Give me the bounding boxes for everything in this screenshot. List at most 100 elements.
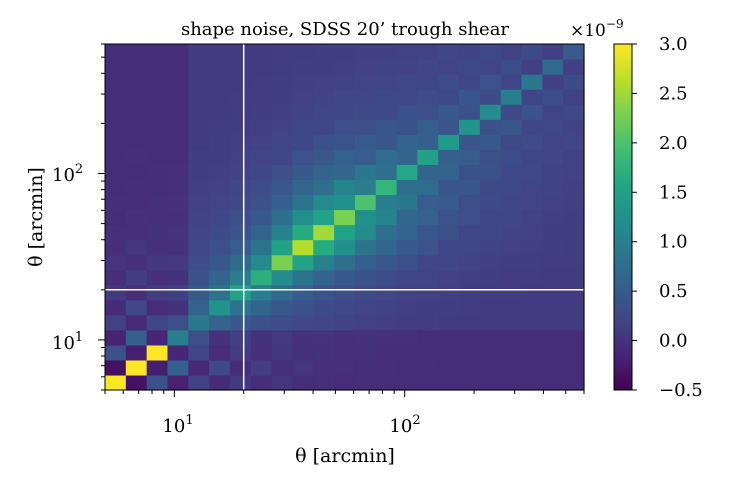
heatmap-cell [146,179,169,196]
heatmap-cell [417,44,439,60]
heatmap-cell [146,269,169,286]
heatmap-cell [396,344,418,361]
heatmap-cell [250,314,273,331]
heatmap-cell [438,344,460,361]
heatmap-cell [271,224,294,241]
heatmap-cell [167,149,189,165]
heatmap-cell [313,164,335,180]
heatmap-cell [479,179,502,196]
heatmap-cell [105,104,127,120]
heatmap-cell [292,149,314,165]
heatmap-cell [250,194,273,211]
heatmap-cell [417,104,439,120]
heatmap-cell [459,209,481,226]
heatmap-cell [396,284,418,301]
heatmap-cell [354,314,377,331]
heatmap-cell [334,119,356,135]
heatmap-cell [271,329,294,346]
heatmap-cell [521,374,543,391]
heatmap-cell [313,224,335,241]
heatmap-cell [167,119,189,135]
heatmap-cell [292,299,314,316]
heatmap-cell [229,239,252,256]
heatmap-cell [542,239,564,256]
heatmap-cell [479,74,502,90]
heatmap-cell [146,44,169,60]
heatmap-cell [563,314,585,331]
heatmap-cell [500,284,523,301]
heatmap-cell [563,104,585,120]
heatmap-cell [188,74,210,90]
heatmap-cell [209,224,231,241]
heatmap-cell [354,209,377,226]
heatmap-cell [563,74,585,90]
heatmap-cell [209,239,231,256]
heatmap-cell [313,329,335,346]
heatmap-cell [146,239,169,256]
heatmap-cell [459,284,481,301]
heatmap-cell [354,194,377,211]
heatmap-cell [313,149,335,165]
heatmap-cell [459,164,481,180]
heatmap-cell [459,194,481,211]
heatmap-cell [250,134,273,150]
heatmap-cell [250,104,273,120]
heatmap-cell [396,164,418,180]
heatmap-cell [354,149,377,165]
heatmap-cell [396,374,418,391]
heatmap-cell [105,254,127,271]
heatmap-cell [209,284,231,301]
heatmap-cell [354,89,377,105]
heatmap-cell [313,59,335,75]
heatmap-cell [354,104,377,120]
heatmap-cell [125,104,148,120]
heatmap-cell [459,269,481,286]
heatmap-cell [271,134,294,150]
heatmap-cell [542,134,564,150]
heatmap-cell [375,149,398,165]
heatmap-cell [521,74,543,90]
heatmap-cell [313,119,335,135]
heatmap-cell [292,104,314,120]
heatmap-cell [146,314,169,331]
heatmap-cell [375,89,398,105]
heatmap-cell [563,329,585,346]
heatmap-cell [209,344,231,361]
heatmap-cell [354,134,377,150]
heatmap-cell [105,119,127,135]
heatmap-cell [334,224,356,241]
heatmap-cell [500,224,523,241]
heatmap-cell [229,284,252,301]
heatmap-cell [167,209,189,226]
heatmap-cell [542,89,564,105]
heatmap-cell [229,164,252,180]
chart-title: shape noise, SDSS 20’ trough shear [181,19,509,40]
heatmap-cell [105,239,127,256]
colorbar-tick-label: 0.5 [659,281,688,302]
heatmap-cell [334,44,356,60]
heatmap-cell [479,224,502,241]
heatmap-cell [167,314,189,331]
heatmap-cell [167,239,189,256]
heatmap-cell [354,119,377,135]
heatmap-cell [105,149,127,165]
heatmap-cell [167,44,189,60]
heatmap-cell [313,44,335,60]
heatmap-cell [250,164,273,180]
plot-frame [104,43,585,391]
heatmap-cell [563,344,585,361]
heatmap-cell [521,89,543,105]
heatmap-cell [479,344,502,361]
heatmap-cell [125,359,148,376]
heatmap-cell [438,104,460,120]
heatmap-cell [521,149,543,165]
heatmap-cell [500,74,523,90]
heatmap-cell [250,224,273,241]
heatmap-cell [521,194,543,211]
heatmap-cell [209,104,231,120]
heatmap-cell [542,149,564,165]
heatmap-cell [459,314,481,331]
heatmap-cell [438,269,460,286]
heatmap-cell [479,269,502,286]
heatmap-cell [438,254,460,271]
